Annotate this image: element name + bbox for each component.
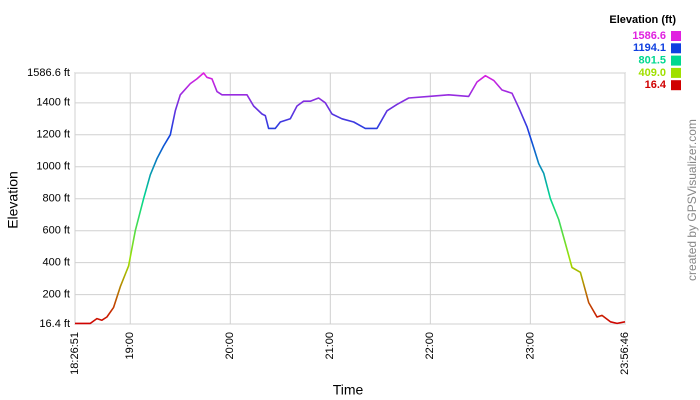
legend-label: 16.4 — [645, 79, 667, 91]
x-tick-label: 19:00 — [124, 332, 136, 360]
y-tick-label: 400 ft — [42, 257, 70, 269]
y-axis-title: Elevation — [5, 171, 21, 229]
y-tick-label: 1000 ft — [36, 161, 70, 173]
legend-swatch — [671, 55, 681, 66]
x-tick-label: 20:00 — [224, 332, 236, 360]
x-tick-label: 18:26:51 — [69, 332, 81, 375]
legend-label: 1586.6 — [632, 30, 666, 42]
legend-label: 409.0 — [638, 67, 666, 79]
y-tick-label: 1400 ft — [36, 97, 70, 109]
y-tick-label: 800 ft — [42, 193, 70, 205]
x-tick-label: 23:00 — [524, 332, 536, 360]
watermark: created by GPSVisualizer.com — [685, 119, 699, 281]
legend-label: 1194.1 — [633, 42, 666, 54]
legend-swatch — [671, 80, 681, 91]
legend-label: 801.5 — [638, 55, 666, 67]
x-tick-label: 21:00 — [324, 332, 336, 360]
y-tick-label: 600 ft — [42, 225, 70, 237]
y-tick-label: 1586.6 ft — [27, 67, 70, 79]
legend-swatch — [671, 43, 681, 54]
y-tick-label: 1200 ft — [36, 129, 70, 141]
x-axis-title: Time — [333, 382, 364, 398]
y-tick-label: 200 ft — [42, 289, 70, 301]
x-tick-label: 23:56:46 — [619, 332, 631, 375]
legend-swatch — [671, 31, 681, 41]
y-tick-label: 16.4 ft — [39, 318, 70, 330]
x-tick-label: 22:00 — [424, 332, 436, 360]
legend-title: Elevation (ft) — [609, 14, 676, 26]
legend-swatch — [671, 67, 681, 78]
elevation-line — [75, 72, 626, 325]
